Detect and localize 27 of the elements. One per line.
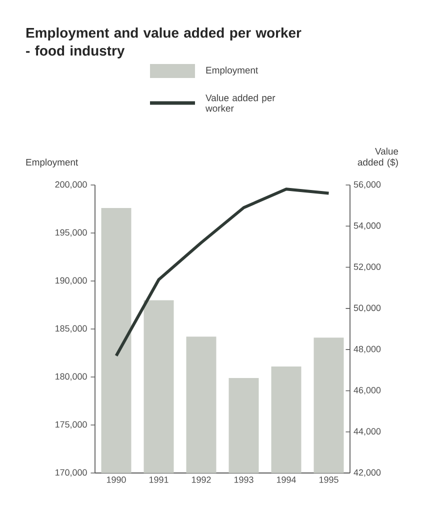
y2-tick-label: 46,000 — [354, 387, 381, 394]
y2-tick-label: 54,000 — [354, 222, 381, 230]
x-tick-label: 1995 — [319, 476, 338, 483]
y-tick-label: 195,000 — [56, 229, 87, 237]
x-tick-label: 1991 — [149, 476, 168, 483]
line-series — [114, 188, 330, 358]
y-tick-label: 190,000 — [56, 277, 87, 285]
y-tick-label: 170,000 — [56, 469, 87, 477]
y-axis-title: Employment — [26, 158, 78, 168]
y2-tick-label: 48,000 — [354, 346, 381, 354]
x-tick-label: 1994 — [276, 476, 296, 483]
y2-tick-label: 56,000 — [354, 181, 381, 189]
x-tick-label: 1992 — [192, 476, 211, 483]
y2-axis-title: Value added ($) — [358, 148, 398, 168]
y2-tick-label: 50,000 — [354, 304, 381, 312]
y-tick-label: 180,000 — [56, 373, 87, 381]
y-tick-label: 175,000 — [56, 421, 87, 429]
y2-tick-label: 44,000 — [354, 428, 381, 436]
legend-label: Value added per worker — [206, 94, 276, 112]
legend-label: Employment — [206, 66, 258, 76]
y-tick-label: 200,000 — [55, 181, 87, 189]
x-tick-label: 1993 — [234, 476, 254, 483]
y2-tick-label: 42,000 — [354, 469, 381, 477]
y2-tick-label: 52,000 — [354, 264, 381, 271]
x-tick-label: 1990 — [106, 476, 126, 483]
chart-title: Employment and value added per worker - food industry — [26, 28, 302, 58]
y-tick-label: 185,000 — [56, 325, 87, 333]
